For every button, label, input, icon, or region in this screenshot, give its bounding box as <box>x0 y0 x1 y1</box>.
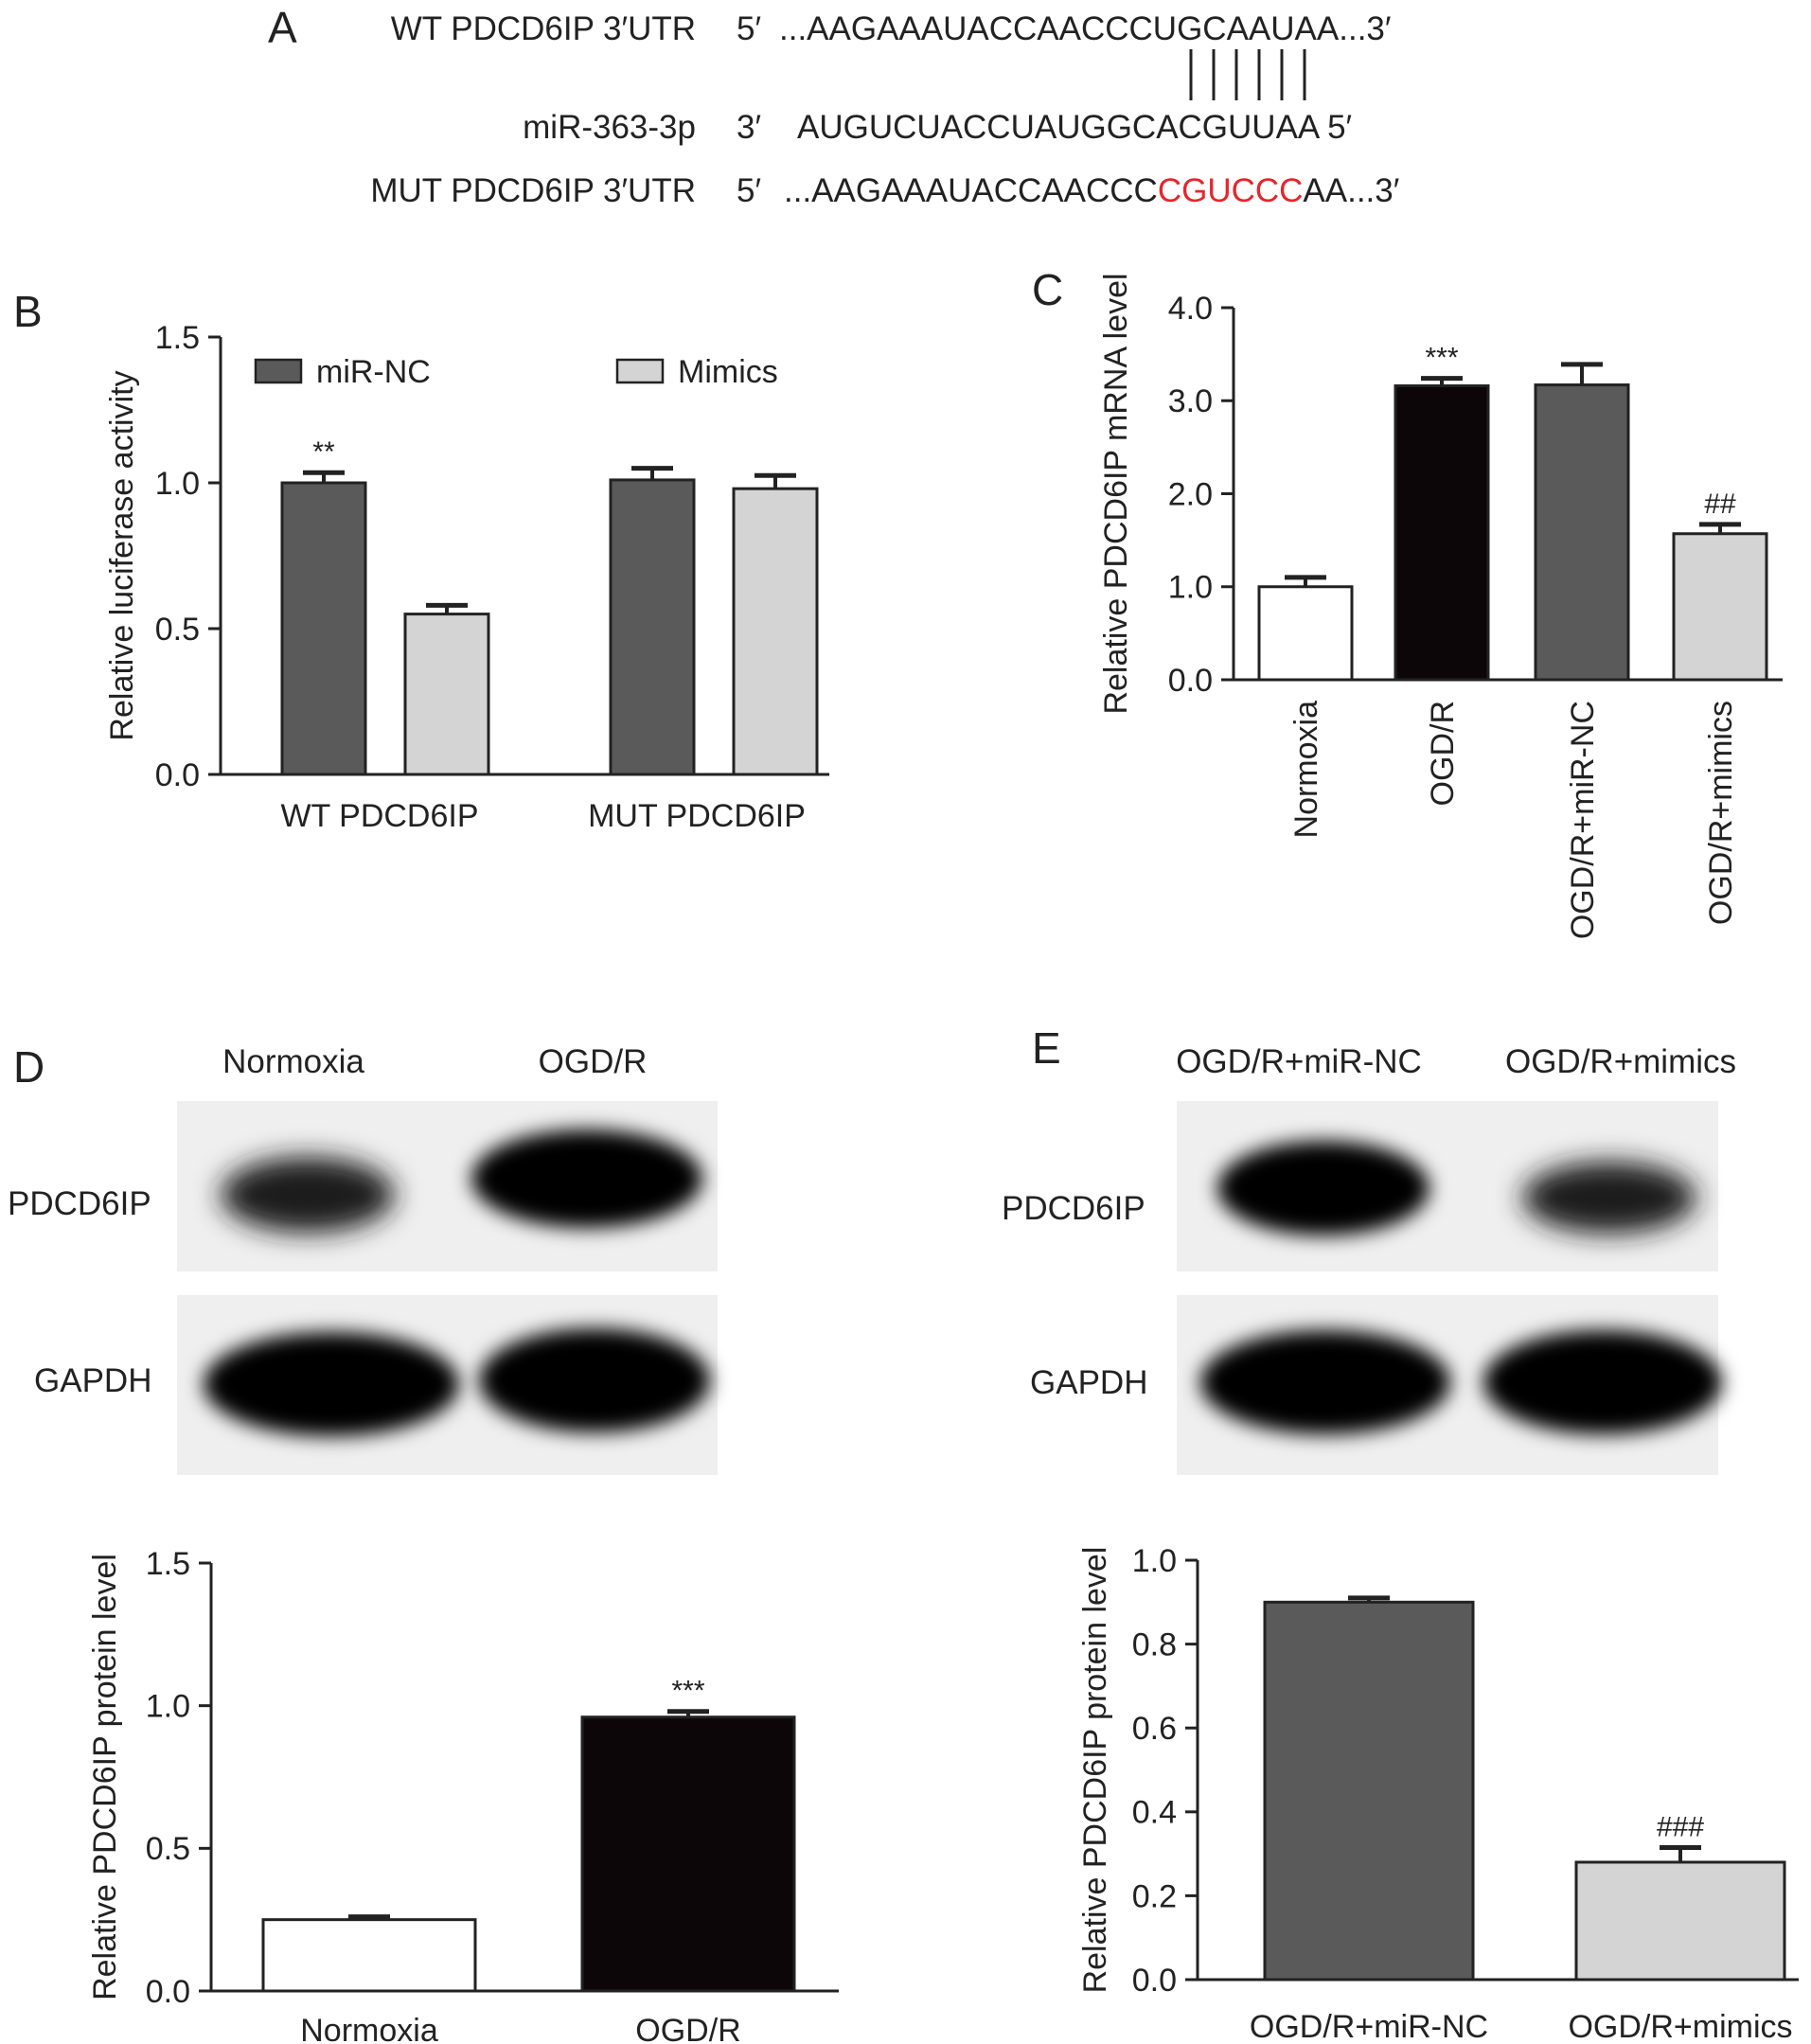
y-tick-label: 0.5 <box>155 612 200 648</box>
x-category-label: WT PDCD6IP <box>280 798 478 834</box>
bar <box>732 487 819 776</box>
blot-d-lane-label: OGD/R <box>539 1043 648 1080</box>
wt-utr-5prime: 5′ <box>737 10 761 47</box>
y-tick-label: 1.5 <box>155 320 200 356</box>
mut-utr-5prime: 5′ <box>737 172 761 209</box>
blot-e-row-label: GAPDH <box>1030 1364 1147 1401</box>
blot-d-row-label: PDCD6IP <box>8 1185 151 1222</box>
significance-label: *** <box>1425 343 1458 374</box>
bar <box>261 1918 477 1993</box>
bar <box>580 1715 796 1993</box>
bar <box>403 613 490 776</box>
y-tick-label: 0.0 <box>146 1974 190 2010</box>
wt-utr-label: WT PDCD6IP 3′UTR <box>391 10 696 47</box>
chart-c-mrna: 0.0 1.0 2.0 3.0 4.0 Relative PDCD6IP mRNA lev… <box>1098 273 1783 939</box>
bar <box>280 481 367 776</box>
legend-label: Mimics <box>678 354 778 390</box>
x-category-label: OGD/R+mimics <box>1568 2009 1792 2044</box>
significance-label: *** <box>671 1676 704 1707</box>
blot-e-band-gapdh-mimics <box>1483 1330 1722 1434</box>
mut-utr-label: MUT PDCD6IP 3′UTR <box>370 172 696 209</box>
y-tick-label: 0.8 <box>1132 1627 1177 1663</box>
bar <box>1672 532 1768 682</box>
significance-label: ** <box>312 436 335 468</box>
y-axis-title: Relative PDCD6IP protein level <box>1077 1547 1113 1994</box>
y-axis-title: Relative PDCD6IP protein level <box>87 1554 123 2000</box>
y-tick-label: 1.0 <box>1132 1543 1177 1579</box>
blot-d-band-pdcd6ip-ogdr <box>471 1129 702 1228</box>
panel-label-d: D <box>13 1042 44 1092</box>
chart-e-protein: 0.0 0.2 0.4 0.6 0.8 1.0 Relative PDCD6IP prote… <box>1077 1543 1799 2044</box>
y-tick-label: 0.0 <box>155 757 200 793</box>
x-category-label: Normoxia <box>1288 701 1324 839</box>
mut-utr-mutated-bases: CGUCCC <box>1158 172 1304 209</box>
y-tick-label: 0.4 <box>1132 1795 1177 1831</box>
y-tick-label: 0.2 <box>1132 1878 1177 1914</box>
blot-e-band-gapdh-mirnc <box>1200 1330 1450 1434</box>
y-tick-label: 0.6 <box>1132 1711 1177 1747</box>
y-tick-label: 1.0 <box>155 466 200 502</box>
mirna-3prime: 3′ <box>737 109 761 146</box>
y-tick-label: 1.0 <box>1168 570 1213 606</box>
blot-e-band-pdcd6ip-mimics <box>1522 1162 1696 1234</box>
legend-label: miR-NC <box>316 354 431 390</box>
y-tick-label: 0.0 <box>1132 1963 1177 1999</box>
x-category-label: OGD/R <box>635 2013 740 2044</box>
bar <box>1263 1600 1475 1982</box>
significance-label: ### <box>1657 1811 1704 1842</box>
panel-label-e: E <box>1032 1023 1061 1073</box>
mirna-sequence: AUGUCUACCUAUGGCACGUUAA 5′ <box>797 109 1352 146</box>
panel-label-b: B <box>13 287 43 336</box>
blot-e-band-pdcd6ip-mirnc <box>1217 1141 1429 1235</box>
bar <box>1574 1860 1786 1982</box>
legend-swatch <box>615 358 665 384</box>
chart-d-protein: 0.0 0.5 1.0 1.5 Relative PDCD6IP protein lev… <box>87 1546 839 2044</box>
bar <box>609 478 696 776</box>
blot-d-lane-label: Normoxia <box>222 1043 364 1080</box>
mut-utr-sequence: ...AAGAAAUACCAACCCCGUCCCAA...3′ <box>784 172 1399 209</box>
blot-e: OGD/R+miR-NC OGD/R+mimics PDCD6IP GAPDH <box>1002 1043 1736 1475</box>
x-category-label: MUT PDCD6IP <box>588 798 806 834</box>
x-category-label: OGD/R+miR-NC <box>1565 701 1601 939</box>
bar <box>1394 384 1490 682</box>
wt-utr-sequence: ...AAGAAAUACCAACCCUGCAAUAA...3′ <box>779 10 1391 47</box>
y-axis-title: Relative PDCD6IP mRNA level <box>1098 273 1134 714</box>
blot-e-lane-label: OGD/R+miR-NC <box>1176 1043 1422 1080</box>
panel-label-a: A <box>268 3 297 52</box>
y-tick-label: 3.0 <box>1168 383 1213 419</box>
mirna-label: miR-363-3p <box>523 109 696 146</box>
chart-b-luciferase: 0.0 0.5 1.0 1.5 Relative luciferase activity… <box>104 320 829 834</box>
base-pairing-lines <box>1189 49 1306 100</box>
blot-e-lane-label: OGD/R+mimics <box>1505 1043 1736 1080</box>
y-tick-label: 2.0 <box>1168 476 1213 512</box>
x-category-label: OGD/R <box>1425 701 1461 806</box>
blot-d-band-gapdh-normoxia <box>204 1332 459 1436</box>
y-tick-label: 4.0 <box>1168 291 1213 327</box>
legend-swatch <box>254 358 303 384</box>
y-tick-label: 0.0 <box>1168 663 1213 699</box>
y-tick-label: 0.5 <box>146 1831 190 1867</box>
y-tick-label: 1.0 <box>146 1689 190 1725</box>
blot-d: Normoxia OGD/R PDCD6IP GAPDH <box>8 1043 718 1475</box>
blot-d-row-label: GAPDH <box>34 1362 151 1399</box>
bar <box>1534 383 1630 682</box>
significance-label: ## <box>1704 489 1736 520</box>
y-axis-title: Relative luciferase activity <box>104 370 140 740</box>
x-category-label: OGD/R+miR-NC <box>1250 2009 1488 2044</box>
bar <box>1257 585 1354 682</box>
blot-d-band-gapdh-ogdr <box>479 1328 710 1432</box>
panel-label-c: C <box>1032 265 1063 314</box>
x-category-label: Normoxia <box>300 2013 438 2044</box>
y-tick-label: 1.5 <box>146 1546 190 1582</box>
blot-e-row-label: PDCD6IP <box>1002 1190 1145 1227</box>
blot-d-band-pdcd6ip-normoxia <box>221 1157 395 1233</box>
x-category-label: OGD/R+mimics <box>1703 701 1739 925</box>
